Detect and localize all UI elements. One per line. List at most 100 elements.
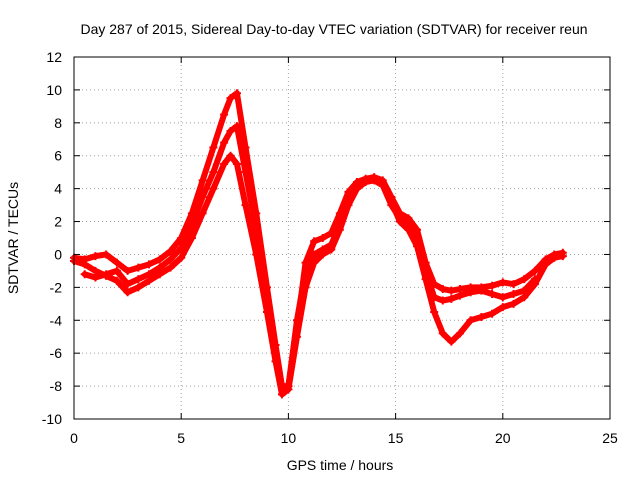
- data-point: [310, 237, 319, 246]
- data-point: [209, 184, 218, 193]
- data-point: [550, 253, 559, 262]
- data-point: [477, 312, 486, 321]
- data-point: [520, 275, 529, 284]
- data-point: [123, 266, 132, 275]
- chart-title: Day 287 of 2015, Sidereal Day-to-day VTE…: [80, 21, 587, 37]
- data-point: [102, 250, 111, 259]
- data-point: [112, 276, 121, 285]
- data-point: [466, 316, 475, 325]
- data-point: [378, 181, 387, 190]
- grid-lines: [74, 57, 610, 419]
- data-point: [187, 234, 196, 242]
- plot-frame: [73, 56, 611, 420]
- y-tick-label: -6: [50, 345, 63, 361]
- data-point: [277, 385, 286, 394]
- series-line: [71, 90, 566, 390]
- data-point: [91, 273, 100, 282]
- data-point: [438, 285, 447, 294]
- data-point: [344, 197, 353, 206]
- data-point: [91, 252, 100, 261]
- data-point: [134, 275, 143, 284]
- data-point: [430, 293, 439, 302]
- y-tick-label: 10: [46, 82, 62, 98]
- data-point: [509, 280, 518, 289]
- data-point: [209, 143, 218, 152]
- data-point: [466, 288, 475, 297]
- data-point: [310, 250, 319, 259]
- data-point: [220, 110, 229, 119]
- data-point: [220, 159, 229, 168]
- data-point: [155, 263, 164, 272]
- series-line: [81, 123, 538, 393]
- data-point: [112, 266, 121, 275]
- data-point: [488, 289, 497, 298]
- data-point: [353, 184, 362, 193]
- data-point: [134, 263, 143, 272]
- x-tick-label: 20: [495, 430, 511, 446]
- data-point: [455, 291, 464, 300]
- y-tick-label: -8: [50, 378, 63, 394]
- data-point: [145, 270, 154, 279]
- y-tick-label: 6: [54, 148, 62, 164]
- data-point: [498, 278, 507, 287]
- data-point: [447, 337, 456, 346]
- data-point: [220, 138, 229, 147]
- data-point: [438, 329, 447, 338]
- data-point: [327, 240, 336, 249]
- y-tick-label: 2: [54, 214, 62, 230]
- data-point: [438, 296, 447, 305]
- data-point: [226, 151, 235, 160]
- y-tick-label: 0: [54, 246, 62, 262]
- data-point: [262, 291, 271, 300]
- data-point: [530, 266, 539, 275]
- series-trace-3: [80, 122, 539, 394]
- data-point: [209, 168, 218, 177]
- data-point: [301, 266, 310, 275]
- data-point: [166, 263, 175, 272]
- y-axis-label: SDTVAR / TECUs: [5, 182, 21, 294]
- data-point: [232, 122, 241, 131]
- data-point: [80, 260, 89, 269]
- series-trace-1: [70, 89, 567, 391]
- data-point: [166, 255, 175, 264]
- data-point: [530, 275, 539, 284]
- data-series: [70, 89, 567, 399]
- data-point: [404, 220, 413, 229]
- data-point: [241, 168, 250, 177]
- data-point: [198, 176, 207, 185]
- data-point: [509, 299, 518, 308]
- data-point: [145, 260, 154, 269]
- data-point: [387, 201, 396, 210]
- x-axis-label: GPS time / hours: [287, 457, 394, 473]
- data-point: [252, 225, 261, 234]
- data-point: [198, 209, 207, 218]
- data-point: [187, 220, 196, 229]
- data-point: [123, 288, 132, 297]
- data-point: [226, 94, 235, 103]
- x-tick-label: 25: [602, 430, 618, 446]
- data-point: [509, 289, 518, 298]
- data-point: [112, 258, 121, 267]
- data-point: [421, 266, 430, 275]
- data-point: [226, 127, 235, 136]
- data-point: [123, 280, 132, 289]
- data-point: [318, 245, 327, 254]
- data-point: [520, 286, 529, 295]
- data-point: [155, 255, 164, 264]
- y-tick-label: 12: [46, 49, 62, 65]
- x-tick-label: 10: [281, 430, 297, 446]
- y-tick-label: 8: [54, 115, 62, 131]
- x-tick-label: 0: [70, 430, 78, 446]
- data-point: [477, 286, 486, 295]
- data-point: [177, 243, 186, 252]
- data-point: [232, 89, 241, 98]
- data-point: [166, 247, 175, 256]
- y-tick-label: -10: [42, 411, 62, 427]
- data-point: [447, 286, 456, 295]
- data-point: [177, 253, 186, 262]
- data-point: [232, 159, 241, 168]
- data-point: [292, 316, 301, 325]
- x-tick-label: 15: [388, 430, 404, 446]
- y-tick-label: -2: [50, 279, 63, 295]
